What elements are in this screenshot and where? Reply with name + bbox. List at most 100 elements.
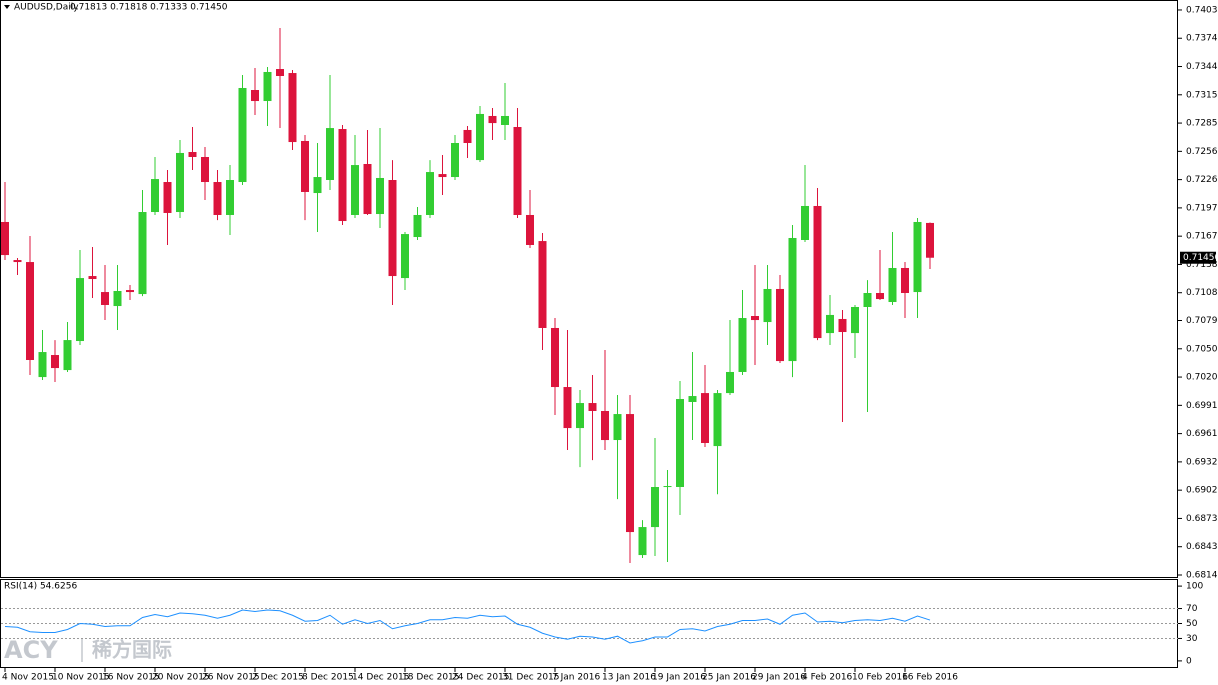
candle-body [513,126,522,215]
candle-body [388,180,397,277]
candle-body [626,414,634,533]
y-tick-label: 0.68435 [1186,542,1218,552]
y-tick-label: 70 [1186,604,1198,614]
candle-body [676,399,684,487]
candle-body [701,393,709,444]
candle-body [851,306,859,334]
x-tick-label: 2 Dec 2015 [252,673,304,683]
watermark-brand: ACY [4,636,58,664]
candle-body [163,182,172,213]
candle-body [288,73,297,143]
candle-body [113,290,122,307]
y-tick-label: 0.71085 [1186,288,1218,298]
candle-body [363,163,372,215]
candle-body [126,290,134,293]
candle-body [51,355,59,369]
candle-body [501,115,509,125]
candle-body [463,129,472,144]
candle-body [826,314,834,334]
candle-body [588,403,597,411]
x-tick-label: 20 Nov 2015 [152,673,210,683]
candle-body [188,152,197,157]
candle-body [438,174,447,178]
y-tick-label: 0.69615 [1186,429,1218,439]
candle-body [413,214,422,238]
x-tick-label: 10 Feb 2016 [852,673,908,683]
x-tick-label: 26 Nov 2015 [202,673,260,683]
y-tick-label: 0.72265 [1186,175,1218,185]
x-tick-label: 14 Dec 2015 [352,673,410,683]
y-tick-label: 0.71675 [1186,232,1218,242]
candle-body [301,140,309,192]
candle-body [926,222,934,258]
candle-body [38,352,47,378]
candle-body [213,182,222,215]
x-tick-label: 16 Nov 2015 [102,673,160,683]
y-tick-label: 0.68140 [1186,570,1218,580]
candle-body [763,288,772,323]
candle-body [13,260,22,263]
candle-body [663,486,672,488]
candle-body [488,115,497,124]
candle-body [426,172,434,215]
x-tick-label: 4 Nov 2015 [2,673,54,683]
last-price-box [1180,251,1216,264]
candle-body [651,486,659,528]
y-tick-label: 0.70205 [1186,373,1218,383]
candle-body [526,214,534,245]
candle-body [176,152,184,213]
candle-body [788,237,797,362]
candle-body [76,278,84,342]
candle-body [563,387,572,429]
candle-body [451,143,459,178]
candle-body [351,165,359,215]
candle-body [63,340,72,371]
candle-body [276,69,284,77]
candle-body [376,177,384,215]
x-tick-label: 24 Dec 2015 [452,673,510,683]
candle-body [751,316,759,321]
y-tick-label: 0.70795 [1186,316,1218,326]
candle-body [538,241,547,328]
candle-body [688,396,697,402]
y-tick-label: 0.73445 [1186,62,1218,72]
candle-body [813,205,822,339]
last-price-label: 0.71450 [1183,253,1218,263]
x-tick-label: 7 Jan 2016 [552,673,600,683]
candle-body [776,288,784,362]
rsi-line [4,609,931,644]
candle-body [601,410,609,441]
candle-body [913,221,922,293]
candle-body [201,156,209,183]
candle-body [313,177,322,194]
candle-body [238,87,247,183]
candle-body [401,234,409,279]
candle-body [326,128,334,181]
chart-title: AUDUSD,Daily [14,3,79,13]
candle-body [476,113,484,161]
x-tick-label: 31 Dec 2015 [502,673,560,683]
candle-body [613,414,622,441]
y-tick-label: 30 [1186,634,1198,644]
watermark-cn: 稀方国际 [92,638,172,662]
y-tick-label: 0.69025 [1186,486,1218,496]
candle-body [726,371,734,394]
candle-body [251,90,259,102]
candle-body [801,205,809,241]
rsi-title: RSI(14) 54.6256 [4,582,77,592]
candle-body [888,267,897,303]
candle-body [863,293,872,307]
main-frame [0,0,1178,578]
candle-body [551,327,559,388]
candle-body [151,179,159,213]
x-tick-label: 8 Dec 2015 [302,673,354,683]
